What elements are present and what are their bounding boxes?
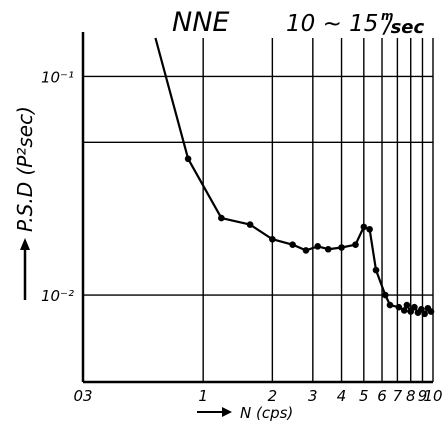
data-point (427, 308, 435, 315)
data-point (418, 306, 425, 313)
x-axis-label: N (cps) (240, 404, 293, 422)
data-point (407, 308, 415, 315)
x-axis-label-group: N (cps) (197, 404, 293, 422)
data-point (411, 303, 418, 311)
data-point (366, 225, 373, 233)
data-point (386, 301, 394, 309)
data-point (218, 214, 225, 222)
data-point (352, 241, 359, 248)
x-tick-labels: 03 1 2 3 4 5 6 7 8 910 (73, 387, 442, 405)
data-point (381, 291, 389, 299)
unit-numerator: m (381, 9, 394, 23)
chart-title: NNE (172, 7, 229, 38)
grid-lines (83, 38, 434, 382)
data-series (154, 37, 435, 318)
data-point (372, 266, 380, 274)
unit-denominator: /sec (382, 17, 424, 38)
x-tick-label: 5 (359, 387, 369, 405)
y-tick-label: 10⁻¹ (41, 68, 74, 86)
y-tick-label: 10⁻² (41, 287, 74, 305)
data-point (269, 235, 276, 243)
data-point (246, 221, 254, 228)
x-tick-label: 8 (406, 387, 416, 405)
chart-subtitle: 10 ~ 15 (286, 11, 378, 37)
x-tick-label: 7 (393, 387, 403, 405)
x-tick-label: 10 (423, 387, 442, 405)
x-tick-label: 4 (337, 387, 347, 405)
data-point (184, 155, 192, 163)
data-point (403, 301, 411, 309)
data-point (360, 223, 368, 231)
x-tick-label: 3 (308, 387, 318, 405)
x-tick-label: 03 (73, 387, 92, 405)
data-point (395, 303, 403, 311)
data-point (338, 244, 345, 251)
data-point (314, 243, 321, 250)
data-point (421, 310, 428, 318)
data-point (289, 241, 296, 248)
x-tick-label: 1 (198, 387, 208, 405)
y-axis-arrowhead (20, 238, 30, 250)
y-axis-label-group: P.S.D (P²sec) (13, 106, 37, 300)
x-axis-arrowhead (222, 407, 232, 417)
axes (81, 32, 433, 384)
data-point (302, 247, 310, 254)
y-axis-label: P.S.D (P²sec) (13, 106, 37, 232)
y-tick-labels: 10⁻¹ 10⁻² (41, 68, 74, 305)
chart-titles: NNE 10 ~ 15 m /sec (172, 7, 424, 38)
data-point (324, 245, 332, 253)
data-point (400, 307, 408, 314)
x-tick-label: 6 (377, 387, 387, 405)
x-tick-label: 9 (418, 387, 428, 405)
series-line (154, 37, 432, 315)
x-tick-label: 2 (268, 387, 278, 405)
